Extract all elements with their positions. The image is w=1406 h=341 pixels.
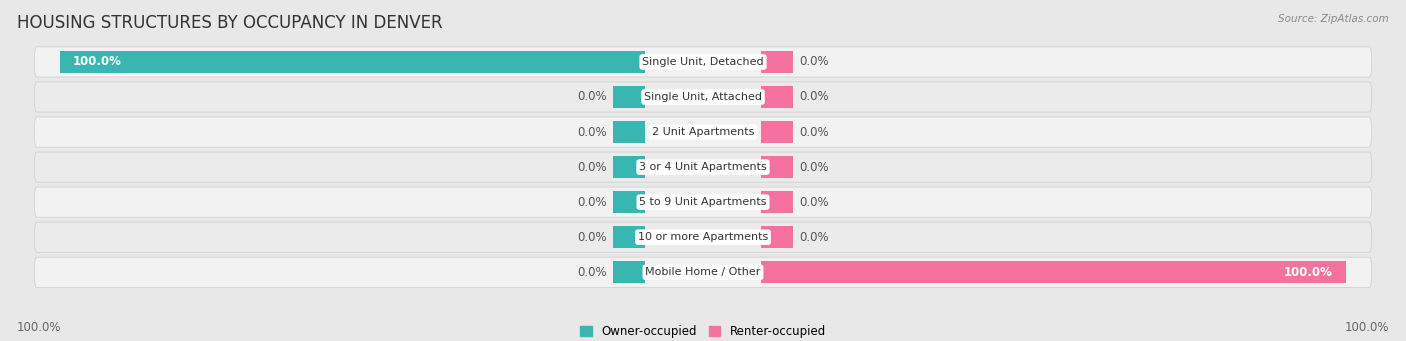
- Text: Single Unit, Detached: Single Unit, Detached: [643, 57, 763, 67]
- FancyBboxPatch shape: [34, 117, 1372, 147]
- Text: 0.0%: 0.0%: [800, 196, 830, 209]
- Bar: [761, 226, 793, 248]
- FancyBboxPatch shape: [34, 257, 1372, 287]
- Bar: [761, 86, 793, 108]
- Text: 0.0%: 0.0%: [800, 56, 830, 69]
- Text: Source: ZipAtlas.com: Source: ZipAtlas.com: [1278, 14, 1389, 24]
- Text: 0.0%: 0.0%: [576, 266, 606, 279]
- Text: 0.0%: 0.0%: [576, 231, 606, 244]
- Text: 0.0%: 0.0%: [800, 125, 830, 138]
- Bar: [613, 261, 645, 283]
- Bar: [761, 261, 1346, 283]
- Legend: Owner-occupied, Renter-occupied: Owner-occupied, Renter-occupied: [575, 321, 831, 341]
- FancyBboxPatch shape: [34, 47, 1372, 77]
- Bar: [761, 191, 793, 213]
- Text: HOUSING STRUCTURES BY OCCUPANCY IN DENVER: HOUSING STRUCTURES BY OCCUPANCY IN DENVE…: [17, 14, 443, 32]
- Text: 3 or 4 Unit Apartments: 3 or 4 Unit Apartments: [640, 162, 766, 172]
- Text: 0.0%: 0.0%: [800, 90, 830, 104]
- Text: 0.0%: 0.0%: [576, 161, 606, 174]
- Text: 100.0%: 100.0%: [1284, 266, 1333, 279]
- Text: 0.0%: 0.0%: [576, 125, 606, 138]
- Bar: [761, 51, 793, 73]
- Text: 0.0%: 0.0%: [576, 90, 606, 104]
- Text: 10 or more Apartments: 10 or more Apartments: [638, 232, 768, 242]
- Bar: [761, 156, 793, 178]
- Text: 100.0%: 100.0%: [1344, 321, 1389, 334]
- Bar: [613, 86, 645, 108]
- Text: 0.0%: 0.0%: [800, 231, 830, 244]
- Bar: [761, 121, 793, 143]
- Bar: [613, 226, 645, 248]
- Bar: [613, 191, 645, 213]
- Text: Mobile Home / Other: Mobile Home / Other: [645, 267, 761, 277]
- Text: 2 Unit Apartments: 2 Unit Apartments: [652, 127, 754, 137]
- Bar: [613, 156, 645, 178]
- Bar: [60, 51, 645, 73]
- Bar: [613, 121, 645, 143]
- Text: 0.0%: 0.0%: [800, 161, 830, 174]
- Text: 5 to 9 Unit Apartments: 5 to 9 Unit Apartments: [640, 197, 766, 207]
- FancyBboxPatch shape: [34, 187, 1372, 217]
- Text: 100.0%: 100.0%: [17, 321, 62, 334]
- FancyBboxPatch shape: [34, 222, 1372, 252]
- FancyBboxPatch shape: [34, 152, 1372, 182]
- Text: 100.0%: 100.0%: [73, 56, 122, 69]
- Text: 0.0%: 0.0%: [576, 196, 606, 209]
- FancyBboxPatch shape: [34, 82, 1372, 112]
- Text: Single Unit, Attached: Single Unit, Attached: [644, 92, 762, 102]
